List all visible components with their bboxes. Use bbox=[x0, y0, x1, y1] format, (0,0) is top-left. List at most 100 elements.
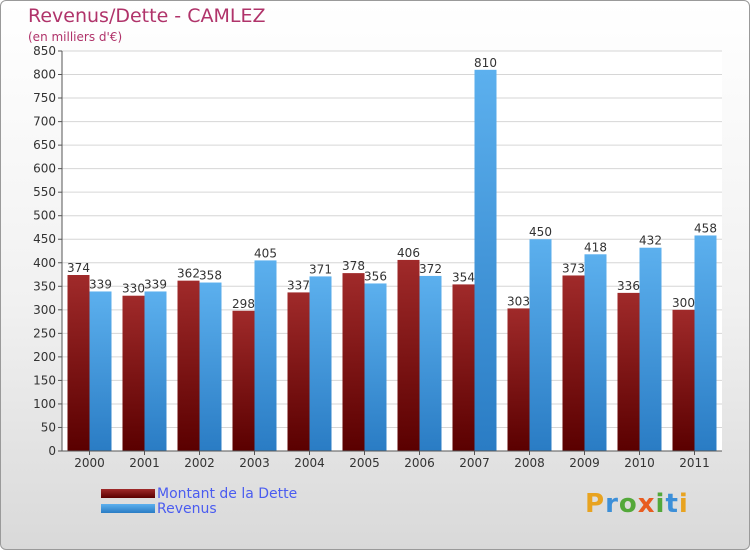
y-tick-label: 0 bbox=[48, 444, 56, 458]
x-tick-label: 2010 bbox=[624, 456, 655, 470]
axes: 0 50 100 150 200 250 300 350 400 450 500 550 600 650 7… bbox=[33, 44, 722, 470]
y-tick-label: 200 bbox=[33, 350, 56, 364]
y-tick-label: 750 bbox=[33, 91, 56, 105]
bar-debt bbox=[397, 259, 420, 451]
data-label-revenue: 458 bbox=[694, 221, 717, 235]
legend-label-revenue: Revenus bbox=[157, 500, 217, 517]
y-tick-label: 350 bbox=[33, 279, 56, 293]
legend-item-revenue: Revenus bbox=[101, 500, 297, 517]
legend: Montant de la Dette Revenus bbox=[101, 485, 298, 517]
y-tick-label: 250 bbox=[33, 326, 56, 340]
bar-debt bbox=[672, 309, 695, 451]
bar-revenue bbox=[474, 69, 497, 451]
data-label-debt: 406 bbox=[397, 246, 420, 260]
data-label-debt: 354 bbox=[452, 270, 475, 284]
chart-title: Revenus/Dette - CAMLEZ bbox=[28, 5, 266, 27]
data-label-revenue: 450 bbox=[529, 225, 552, 239]
y-tick-label: 650 bbox=[33, 138, 56, 152]
data-label-revenue: 356 bbox=[364, 269, 387, 283]
x-tick-label: 2003 bbox=[239, 456, 270, 470]
y-tick-label: 550 bbox=[33, 185, 56, 199]
proxiti-logo: Proxiti bbox=[585, 489, 689, 519]
bar-revenue bbox=[199, 282, 222, 451]
bar-revenue bbox=[694, 235, 717, 451]
legend-swatch-debt bbox=[101, 489, 155, 498]
bar-debt bbox=[452, 284, 475, 451]
y-tick-label: 150 bbox=[33, 373, 56, 387]
bar-revenue bbox=[529, 239, 552, 451]
bar-revenue bbox=[639, 247, 662, 451]
legend-swatch-revenue bbox=[101, 504, 155, 513]
bar-revenue bbox=[584, 254, 607, 451]
logo-letter: i bbox=[655, 489, 666, 519]
x-tick-label: 2011 bbox=[679, 456, 710, 470]
data-label-debt: 362 bbox=[177, 267, 200, 281]
data-label-revenue: 358 bbox=[199, 269, 222, 283]
bar-debt bbox=[232, 310, 255, 451]
y-tick-label: 300 bbox=[33, 303, 56, 317]
data-label-debt: 298 bbox=[232, 297, 255, 311]
y-tick-label: 850 bbox=[33, 44, 56, 58]
data-label-revenue: 339 bbox=[89, 277, 112, 291]
data-label-debt: 374 bbox=[67, 261, 90, 275]
data-label-debt: 378 bbox=[342, 259, 365, 273]
data-label-revenue: 372 bbox=[419, 262, 442, 276]
data-label-debt: 330 bbox=[122, 282, 145, 296]
bar-debt bbox=[67, 275, 90, 451]
y-tick-label: 400 bbox=[33, 256, 56, 270]
bar-debt bbox=[287, 292, 310, 451]
bar-revenue bbox=[254, 260, 277, 451]
y-tick-label: 100 bbox=[33, 397, 56, 411]
bar-revenue bbox=[144, 291, 167, 451]
logo-letter: t bbox=[665, 489, 679, 519]
x-tick-label: 2008 bbox=[514, 456, 545, 470]
bar-revenue bbox=[89, 291, 112, 451]
data-label-revenue: 810 bbox=[474, 56, 497, 70]
bar-debt bbox=[507, 308, 530, 451]
bar-debt bbox=[617, 292, 640, 451]
data-label-revenue: 339 bbox=[144, 277, 167, 291]
y-tick-label: 800 bbox=[33, 68, 56, 82]
logo-letter: o bbox=[618, 489, 638, 519]
x-tick-label: 2006 bbox=[404, 456, 435, 470]
logo-letter: x bbox=[637, 489, 656, 519]
data-label-debt: 337 bbox=[287, 278, 310, 292]
x-tick-label: 2000 bbox=[74, 456, 105, 470]
y-tick-label: 450 bbox=[33, 232, 56, 246]
data-label-revenue: 418 bbox=[584, 240, 607, 254]
plot-area bbox=[62, 51, 722, 451]
data-label-revenue: 371 bbox=[309, 262, 332, 276]
data-label-debt: 300 bbox=[672, 296, 695, 310]
logo-letter: i bbox=[678, 489, 689, 519]
x-tick-label: 2002 bbox=[184, 456, 215, 470]
x-tick-label: 2005 bbox=[349, 456, 380, 470]
x-tick-label: 2001 bbox=[129, 456, 160, 470]
bar-debt bbox=[342, 273, 365, 451]
bar-revenue bbox=[364, 283, 387, 451]
grid bbox=[62, 50, 722, 452]
y-tick-label: 600 bbox=[33, 162, 56, 176]
data-label-revenue: 405 bbox=[254, 246, 277, 260]
y-tick-label: 50 bbox=[41, 420, 56, 434]
bar-debt bbox=[177, 280, 200, 451]
legend-item-debt: Montant de la Dette bbox=[101, 485, 298, 502]
x-tick-label: 2007 bbox=[459, 456, 490, 470]
x-tick-label: 2009 bbox=[569, 456, 600, 470]
bar-debt bbox=[122, 295, 145, 451]
data-label-debt: 336 bbox=[617, 279, 640, 293]
bar-revenue bbox=[419, 275, 442, 451]
bar-revenue bbox=[309, 276, 332, 451]
logo-letter: r bbox=[605, 489, 619, 519]
chart-subtitle: (en milliers d'€) bbox=[28, 30, 123, 44]
logo-letter: P bbox=[585, 489, 606, 519]
x-tick-label: 2004 bbox=[294, 456, 325, 470]
y-tick-label: 700 bbox=[33, 115, 56, 129]
data-label-debt: 373 bbox=[562, 261, 585, 275]
legend-label-debt: Montant de la Dette bbox=[157, 485, 298, 502]
data-label-revenue: 432 bbox=[639, 234, 662, 248]
data-label-debt: 303 bbox=[507, 294, 530, 308]
y-tick-label: 500 bbox=[33, 209, 56, 223]
